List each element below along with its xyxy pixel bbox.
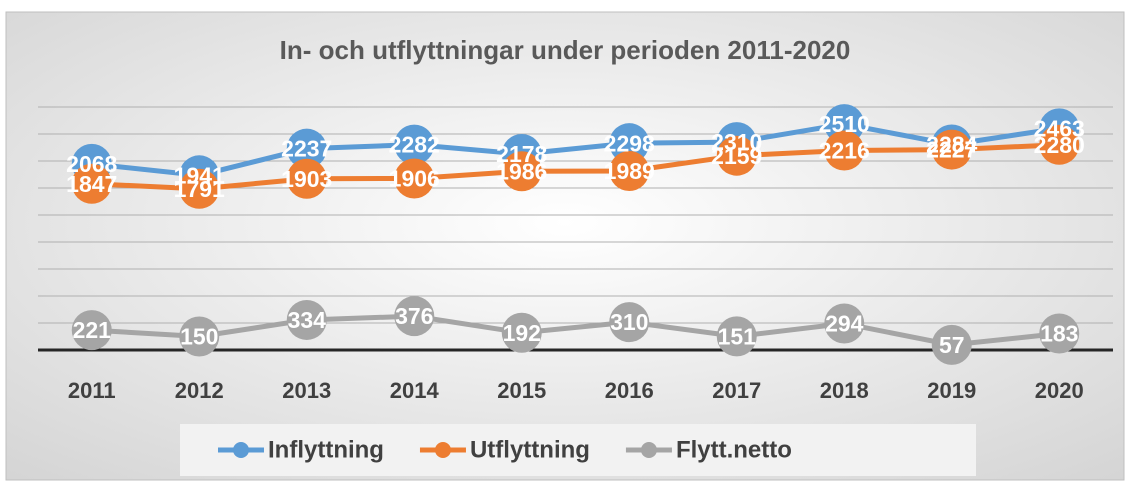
data-label: 2159 (711, 143, 762, 169)
point (179, 168, 220, 209)
legend-box (180, 424, 976, 476)
data-label: 1989 (604, 158, 655, 184)
data-label: 2510 (819, 111, 870, 137)
point (394, 124, 435, 165)
data-label: 57 (939, 332, 965, 358)
x-tick-label: 2016 (605, 378, 654, 403)
x-tick-label: 2019 (927, 378, 976, 403)
point (501, 151, 542, 192)
point (1039, 124, 1080, 165)
data-label: 2298 (604, 130, 655, 156)
data-label: 2310 (711, 129, 762, 155)
data-label: 2284 (926, 132, 977, 158)
point (716, 135, 757, 176)
legend-marker (233, 442, 249, 458)
point (71, 163, 112, 204)
legend-marker (434, 442, 451, 458)
data-label: 1847 (66, 171, 117, 197)
data-label: 1791 (174, 176, 225, 202)
point (609, 150, 650, 191)
data-label: 1986 (496, 158, 547, 184)
x-tick-label: 2020 (1035, 378, 1084, 403)
point (1039, 313, 1080, 354)
legend-label: Inflyttning (268, 436, 384, 463)
chart-title: In- och utflyttningar under perioden 201… (280, 35, 851, 65)
point (716, 316, 757, 357)
x-tick-label: 2015 (497, 378, 546, 403)
data-label: 334 (288, 307, 327, 333)
x-tick-label: 2018 (820, 378, 869, 403)
data-label: 294 (825, 311, 864, 337)
data-label: 2282 (389, 132, 440, 158)
chart-background (5, 11, 1125, 481)
series-line (91, 142, 1060, 192)
series-line (91, 121, 1060, 178)
data-label: 151 (718, 323, 757, 349)
data-label: 183 (1040, 321, 1078, 347)
data-label: 221 (73, 317, 112, 343)
point (286, 158, 327, 199)
point (609, 302, 650, 343)
x-tick-label: 2013 (282, 378, 331, 403)
point (286, 128, 327, 169)
data-label: 2237 (281, 136, 332, 162)
legend-label: Flytt.netto (676, 436, 792, 463)
legend-label: Utflyttning (470, 436, 590, 463)
data-label: 2280 (1034, 132, 1085, 158)
data-label: 1903 (281, 166, 332, 192)
data-label: 2463 (1034, 115, 1085, 141)
point (71, 310, 112, 351)
point (179, 316, 220, 357)
point (824, 303, 865, 344)
point (286, 299, 327, 340)
x-tick-label: 2011 (68, 378, 116, 403)
point (501, 312, 542, 353)
data-label: 1941 (174, 162, 225, 188)
data-label: 376 (395, 303, 433, 329)
data-label: 2216 (819, 138, 870, 164)
point (394, 296, 435, 337)
legend-marker (640, 442, 657, 458)
data-label: 192 (503, 320, 541, 346)
data-label: 1906 (389, 166, 440, 192)
point (931, 129, 972, 170)
point (394, 158, 435, 199)
x-tick-label: 2017 (712, 378, 761, 403)
data-label: 2068 (66, 151, 117, 177)
data-label: 150 (180, 324, 218, 350)
point (931, 324, 972, 365)
x-tick-label: 2014 (390, 378, 440, 403)
data-label: 2227 (926, 137, 977, 163)
data-label: 310 (610, 309, 648, 335)
data-label: 2178 (496, 141, 547, 167)
x-tick-label: 2012 (175, 378, 224, 403)
point (824, 130, 865, 171)
series-line (91, 313, 1060, 348)
point (609, 123, 650, 164)
